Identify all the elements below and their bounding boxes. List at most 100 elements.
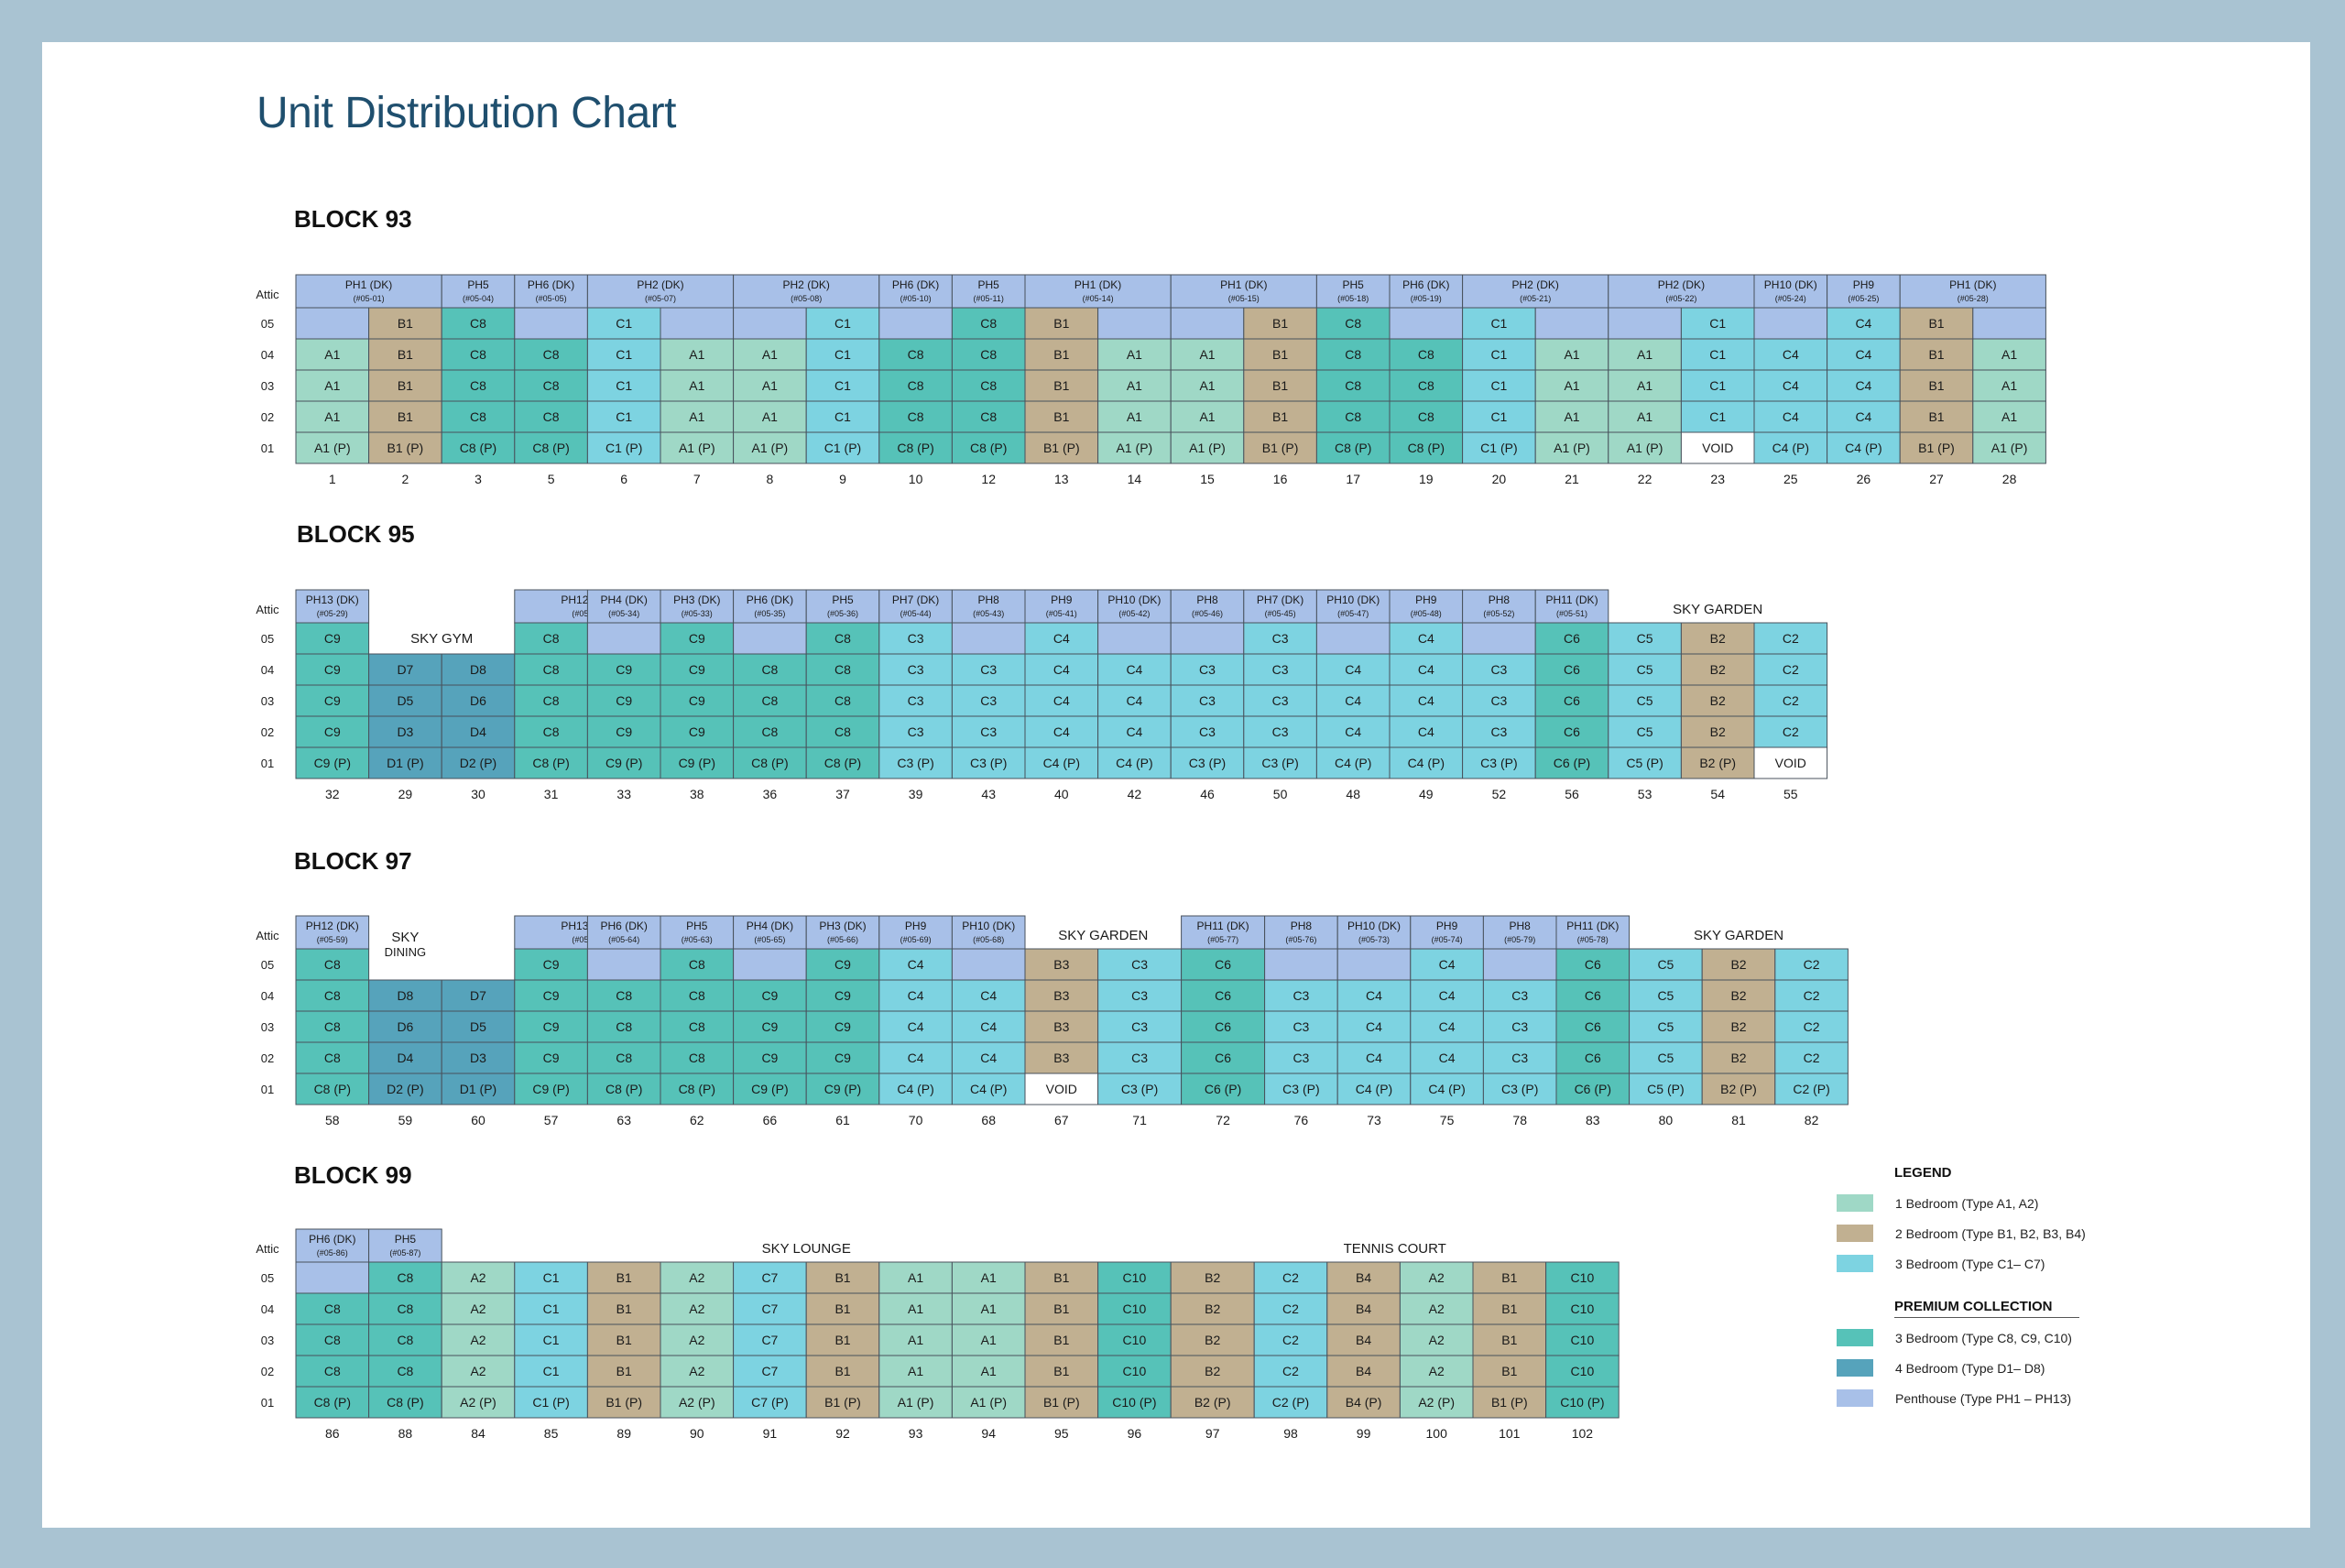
- unit-label: C3: [980, 662, 997, 677]
- unit-label: C9: [834, 957, 851, 972]
- unit-label: B1 (P): [605, 1395, 642, 1410]
- stack-number: 82: [1805, 1113, 1819, 1127]
- unit-label: B4: [1356, 1364, 1371, 1378]
- unit-cell: [1170, 1386, 1255, 1419]
- penthouse-ref: (#05-08): [791, 294, 822, 303]
- unit-cell: [660, 1073, 735, 1105]
- unit-label: C3: [1131, 1019, 1148, 1034]
- unit-label: B1: [1272, 409, 1288, 424]
- unit-label: A2: [470, 1270, 485, 1285]
- unit-cell: [441, 400, 516, 433]
- unit-cell: [1972, 369, 2046, 402]
- unit-cell: [878, 1323, 953, 1356]
- unit-cell: [1024, 431, 1099, 464]
- penthouse-label: PH6 (DK): [601, 920, 648, 932]
- unit-label: C3: [1199, 693, 1216, 708]
- unit-cell: [514, 653, 588, 686]
- unit-cell: [878, 1386, 953, 1419]
- penthouse-label: PH1 (DK): [1949, 278, 1996, 291]
- unit-cell: [295, 622, 370, 655]
- unit-label: C3: [1511, 1019, 1528, 1034]
- stack-number: 66: [763, 1113, 778, 1127]
- unit-label: A1 (P): [898, 1395, 934, 1410]
- penthouse-cell: [1170, 589, 1245, 624]
- unit-cell: [1972, 431, 2046, 464]
- unit-label: C4: [1418, 724, 1434, 739]
- stack-number: 27: [1929, 472, 1944, 486]
- unit-cell: [1534, 684, 1609, 717]
- legend-swatch: [1837, 1255, 1873, 1272]
- unit-cell: [1462, 369, 1536, 402]
- unit-label: A1: [1637, 409, 1652, 424]
- unit-label: C8: [1418, 347, 1434, 362]
- stack-number: 9: [839, 472, 846, 486]
- unit-label: B2 (P): [1699, 756, 1736, 770]
- penthouse-label: PH9: [1051, 593, 1073, 606]
- unit-cell: [1024, 400, 1099, 433]
- penthouse-label: PH2 (DK): [1658, 278, 1705, 291]
- unit-cell: [1462, 653, 1536, 686]
- floor-label: 04: [261, 1302, 274, 1316]
- floor-label: 02: [261, 410, 274, 424]
- unit-label: D2 (P): [460, 756, 496, 770]
- unit-cell: [514, 948, 588, 981]
- unit-cell: [951, 1073, 1026, 1105]
- unit-cell: [1534, 307, 1609, 340]
- unit-cell: [733, 1261, 807, 1294]
- legend-premium-title: PREMIUM COLLECTION: [1894, 1299, 2053, 1314]
- stack-number: 93: [909, 1426, 923, 1441]
- facility-label: SKY GYM: [410, 631, 473, 647]
- stack-number: 62: [690, 1113, 704, 1127]
- unit-cell: [586, 307, 661, 340]
- unit-label: A1: [689, 409, 704, 424]
- stack-number: 86: [325, 1426, 340, 1441]
- floor-label: 05: [261, 632, 274, 646]
- unit-label: B3: [1053, 988, 1069, 1003]
- penthouse-ref: (#05-41): [1046, 609, 1077, 618]
- unit-label: C3: [1131, 1051, 1148, 1065]
- unit-cell: [514, 1386, 588, 1419]
- penthouse-label: PH10 (DK): [1764, 278, 1817, 291]
- penthouse-label: PH1 (DK): [1074, 278, 1121, 291]
- unit-cell: [586, 979, 661, 1012]
- unit-cell: [1181, 1073, 1266, 1105]
- unit-label: C8: [324, 957, 341, 972]
- stack-number: 92: [835, 1426, 850, 1441]
- unit-cell: [805, 1355, 880, 1388]
- unit-label: A1 (P): [1627, 441, 1663, 455]
- unit-cell: [878, 622, 953, 655]
- unit-label: A2 (P): [679, 1395, 715, 1410]
- unit-label: C10: [1571, 1364, 1595, 1378]
- unit-cell: [1899, 369, 1974, 402]
- unit-cell: [1097, 1073, 1183, 1105]
- unit-cell: [951, 1010, 1026, 1043]
- unit-label: C3: [1131, 957, 1148, 972]
- unit-label: C8: [834, 662, 851, 677]
- unit-label: C2: [1282, 1364, 1299, 1378]
- unit-label: C8: [1345, 409, 1361, 424]
- legend-label: Penthouse (Type PH1 – PH13): [1895, 1390, 2072, 1406]
- unit-label: C8 (P): [1335, 441, 1371, 455]
- unit-cell: [441, 1323, 516, 1356]
- unit-label: C5: [1657, 1051, 1674, 1065]
- stack-number: 25: [1783, 472, 1798, 486]
- unit-label: C4: [1783, 347, 1799, 362]
- stack-number: 50: [1273, 787, 1288, 801]
- unit-label: B3: [1053, 1051, 1069, 1065]
- unit-cell: [1899, 431, 1974, 464]
- penthouse-label: PH8: [1196, 593, 1218, 606]
- unit-label: C8 (P): [897, 441, 933, 455]
- penthouse-cell: [733, 915, 807, 950]
- unit-cell: [1972, 307, 2046, 340]
- penthouse-cell: [878, 589, 953, 624]
- unit-label: C1 (P): [605, 441, 642, 455]
- unit-cell: [1170, 1292, 1255, 1325]
- unit-label: VOID: [1046, 1082, 1077, 1096]
- unit-label: B2: [1710, 693, 1726, 708]
- unit-label: C8: [324, 1333, 341, 1347]
- unit-label: C6: [1564, 724, 1580, 739]
- block-title: BLOCK 97: [294, 847, 412, 875]
- floor-label: Attic: [256, 929, 279, 942]
- unit-cell: [1170, 746, 1245, 779]
- unit-cell: [1827, 369, 1901, 402]
